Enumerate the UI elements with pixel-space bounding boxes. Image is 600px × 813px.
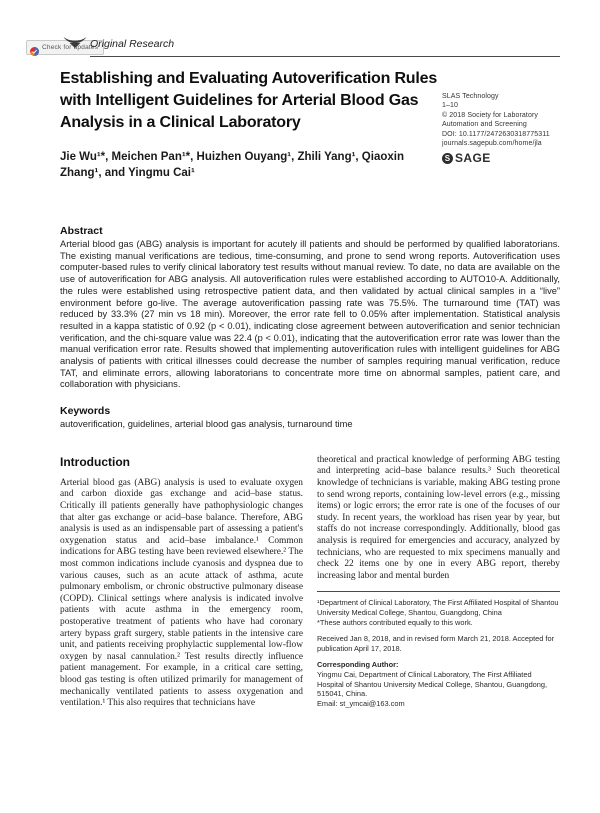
author-list: Jie Wu¹*, Meichen Pan¹*, Huizhen Ouyang¹… — [60, 151, 404, 179]
left-column: Introduction Arterial blood gas (ABG) an… — [60, 455, 303, 710]
affiliation-note: ¹Department of Clinical Laboratory, The … — [317, 598, 559, 617]
abstract-text: Arterial blood gas (ABG) analysis is imp… — [60, 239, 560, 390]
received-dates-note: Received Jan 8, 2018, and in revised for… — [317, 634, 555, 653]
keywords-section: Keywords autoverification, guidelines, a… — [60, 405, 560, 431]
page-title: Establishing and Evaluating Autoverifica… — [60, 70, 438, 131]
introduction-section: Introduction Arterial blood gas (ABG) an… — [60, 455, 560, 710]
keywords-text: autoverification, guidelines, arterial b… — [60, 419, 353, 430]
corresponding-author-address: Yingmu Cai, Department of Clinical Labor… — [317, 669, 548, 699]
masthead: Original Research — [60, 34, 560, 57]
introduction-text-right: theoretical and practical knowledge of p… — [317, 454, 560, 581]
introduction-text-left: Arterial blood gas (ABG) analysis is use… — [60, 477, 303, 709]
corresponding-author-heading: Corresponding Author: — [317, 660, 399, 670]
section-label: Original Research — [90, 38, 175, 50]
crossmark-icon — [30, 43, 39, 56]
corresponding-author-email[interactable]: Email: st_ymcai@163.com — [317, 698, 405, 708]
paper-page: Check for updates Original Research SLAS… — [0, 34, 600, 813]
doi-line: DOI: 10.1177/2472630318775311 — [442, 130, 550, 138]
sage-circle-s-icon: S — [442, 153, 453, 165]
slas-wings-icon — [63, 36, 87, 49]
journal-name: SLAS Technology — [442, 93, 499, 100]
equal-contribution-note: *These authors contributed equally to th… — [317, 617, 473, 627]
sage-logo: S SAGE — [442, 151, 562, 166]
journal-url[interactable]: journals.sagepub.com/home/jla — [442, 140, 542, 148]
journal-info: SLAS Technology 1–10 © 2018 Society for … — [442, 92, 562, 166]
introduction-heading: Introduction — [60, 454, 130, 469]
right-column: theoretical and practical knowledge of p… — [317, 455, 560, 710]
footnotes-block: ¹Department of Clinical Laboratory, The … — [317, 591, 560, 708]
page-range: 1–10 — [442, 102, 458, 110]
check-for-updates-badge[interactable]: Check for updates — [26, 40, 105, 56]
badge-label: Check for updates — [42, 44, 99, 51]
copyright-line: © 2018 Society for Laboratory Automation… — [442, 111, 538, 129]
section-rule: Original Research — [90, 34, 560, 57]
abstract-heading: Abstract — [60, 225, 103, 237]
abstract-section: Abstract Arterial blood gas (ABG) analys… — [60, 225, 560, 391]
sage-logo-text: SAGE — [455, 151, 491, 166]
keywords-heading: Keywords — [60, 405, 111, 418]
